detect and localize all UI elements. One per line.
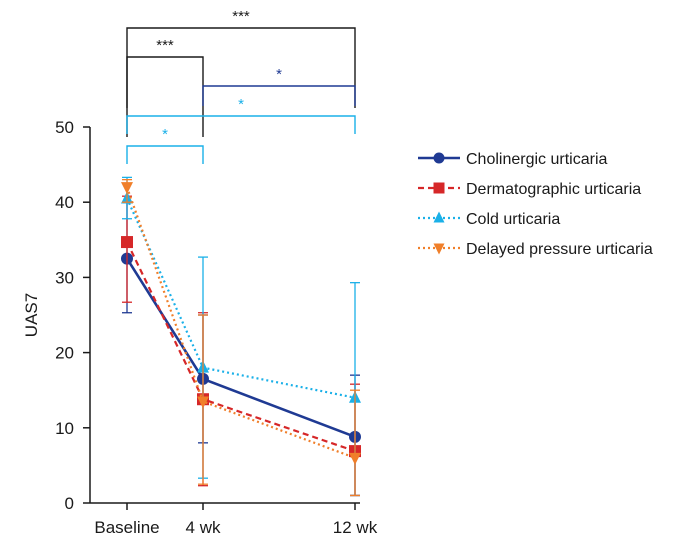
significance-label: * [162,126,168,143]
series-line [125,186,356,459]
series-line [125,257,356,439]
data-point [349,452,361,465]
y-tick-label: 10 [55,419,74,438]
significance-label: *** [232,8,250,25]
legend: Cholinergic urticaria Dermatographic urti… [418,151,653,258]
significance-bracket [126,115,356,134]
legend-marker [433,152,445,164]
significance-label: *** [156,37,174,54]
series-line [125,197,356,399]
series-cholinergic-urticaria [121,201,361,497]
significance-label: * [238,96,244,113]
y-tick-label: 30 [55,268,74,287]
axes: UAS7 0 10 20 30 40 50 Baseline 4 wk 12 wk [22,118,378,537]
significance-bracket [202,85,356,106]
series-line [126,241,356,453]
x-tick-label: 12 wk [333,518,378,537]
legend-item: Cholinergic urticaria [418,151,607,168]
significance-brackets: ********* [126,8,356,164]
series-cold-urticaria [121,176,361,497]
y-tick-label: 20 [55,344,74,363]
significance-bracket [126,56,204,137]
legend-marker [433,211,445,223]
y-tick-label: 50 [55,118,74,137]
legend-item: Delayed pressure urticaria [418,241,653,258]
x-tick-label: 4 wk [186,518,221,537]
series-dermatographic-urticaria [121,195,361,497]
y-tick-label: 40 [55,193,74,212]
legend-label: Dermatographic urticaria [466,181,641,198]
legend-label: Cholinergic urticaria [466,151,607,168]
data-point [121,236,133,249]
legend-label: Delayed pressure urticaria [466,241,653,258]
y-tick-label: 0 [65,494,74,513]
y-axis-title: UAS7 [22,293,41,337]
series-delayed-pressure-urticaria [121,178,361,497]
legend-marker [433,182,445,194]
legend-label: Cold urticaria [466,211,560,228]
data-point [197,396,209,409]
significance-bracket [126,145,204,164]
legend-item: Cold urticaria [418,211,560,228]
legend-item: Dermatographic urticaria [418,181,641,198]
significance-label: * [276,66,282,83]
series [121,176,361,497]
legend-marker [433,243,445,255]
x-tick-label: Baseline [94,518,159,537]
data-point [121,182,133,195]
